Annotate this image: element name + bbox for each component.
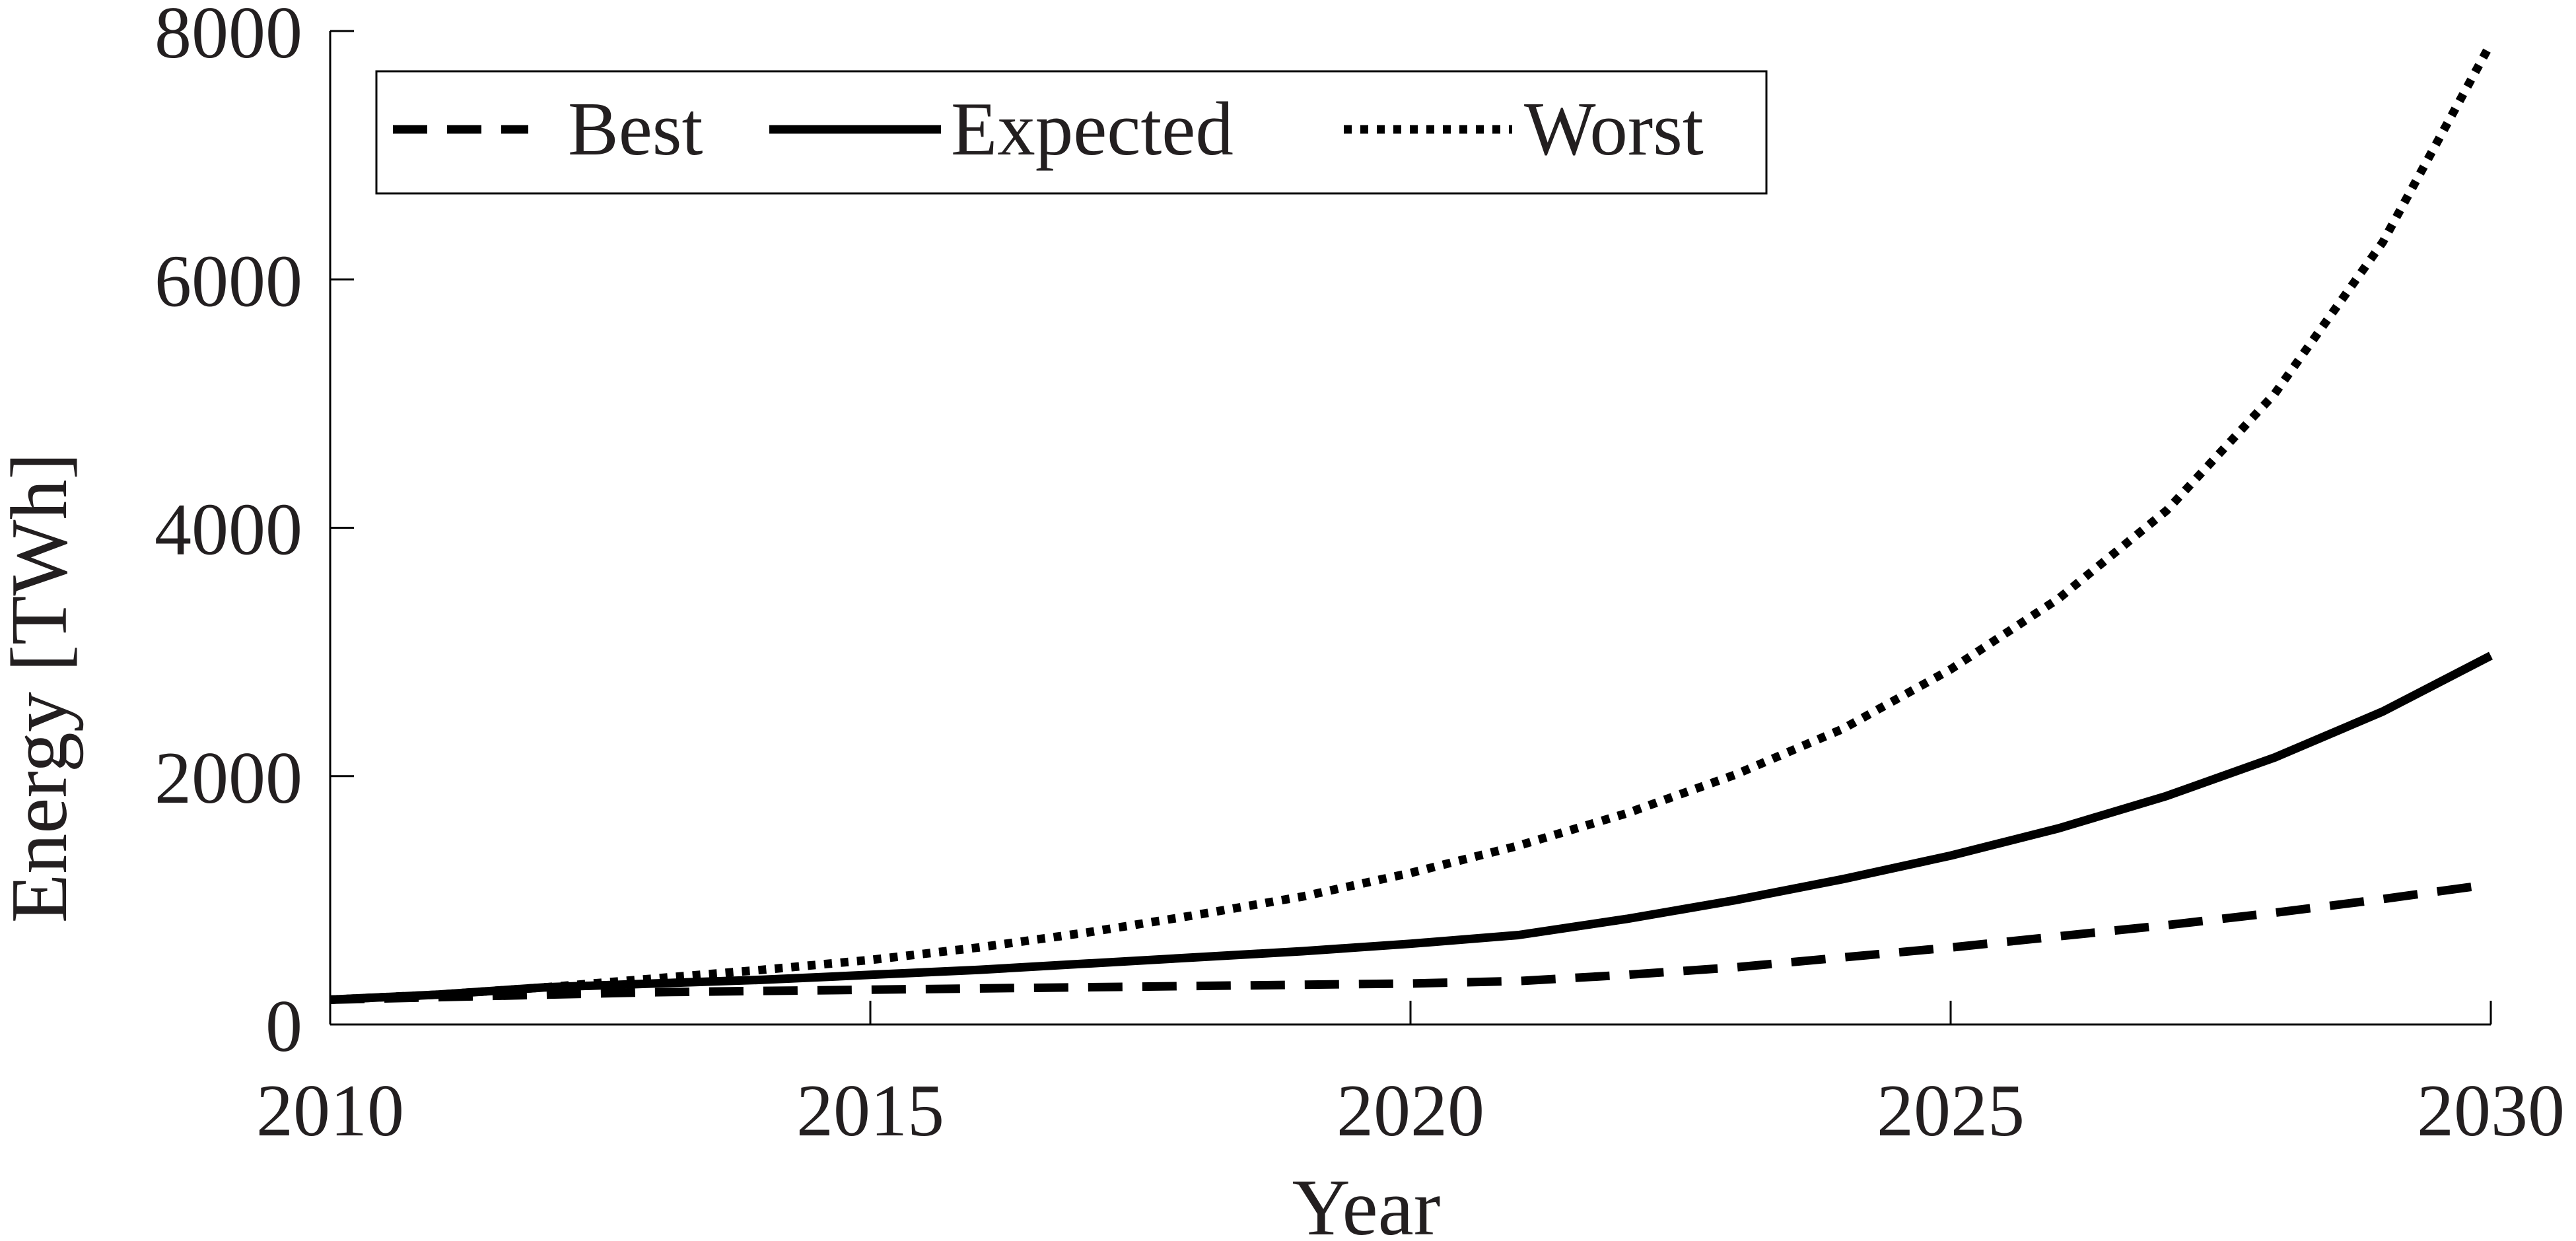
series-line-expected [330, 652, 2493, 1004]
plot-lines [330, 41, 2495, 1004]
legend-label-best: Best [568, 87, 703, 171]
x-tick-label: 2025 [1877, 1070, 2025, 1152]
x-ticks: 2010 2015 2020 2025 2030 [256, 1001, 2565, 1152]
y-tick-label: 2000 [155, 737, 302, 819]
y-tick-label: 6000 [155, 240, 302, 322]
legend: Best Expected Worst [375, 70, 1768, 195]
legend-label-expected: Expected [951, 87, 1234, 171]
series-line-best [330, 879, 2491, 1004]
x-tick-label: 2030 [2417, 1070, 2565, 1152]
x-tick-label: 2015 [796, 1070, 944, 1152]
x-tick-label: 2010 [256, 1070, 404, 1152]
y-axis-label: Energy [TWh] [0, 453, 84, 923]
x-tick-label: 2020 [1337, 1070, 1484, 1152]
y-ticks: 0 2000 4000 6000 8000 [155, 0, 354, 1067]
y-tick-label: 8000 [155, 0, 302, 74]
legend-items: Best Expected Worst [393, 87, 1704, 171]
legend-box [375, 70, 1768, 195]
y-tick-label: 0 [265, 986, 302, 1067]
y-tick-label: 4000 [155, 489, 302, 571]
legend-label-worst: Worst [1524, 87, 1704, 171]
x-axis-label: Year [1292, 1163, 1441, 1241]
